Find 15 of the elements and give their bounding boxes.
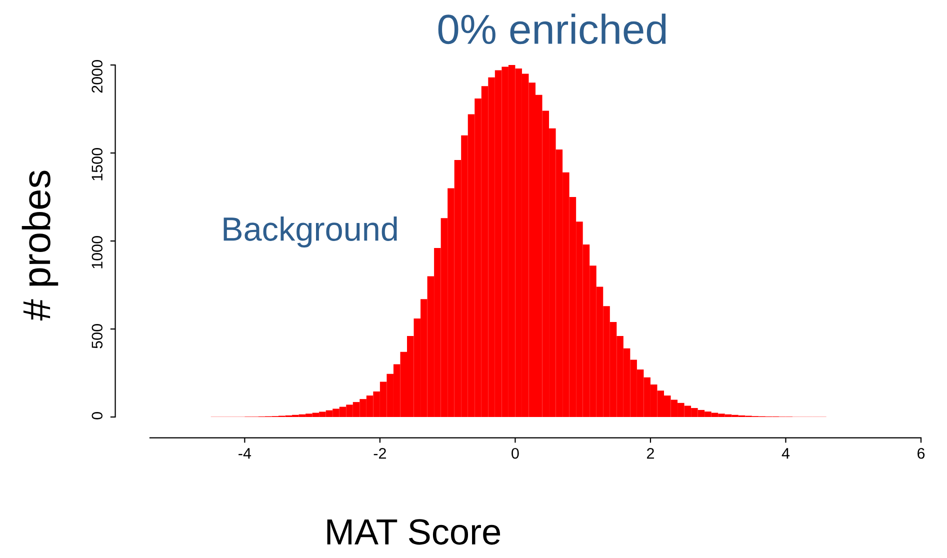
y-tick-label: 500: [92, 324, 103, 348]
x-tick-label: -4: [238, 448, 252, 459]
x-tick-label: 2: [646, 448, 654, 459]
y-axis-title: # probes: [22, 170, 58, 320]
y-tick-label: 0: [92, 412, 103, 420]
x-tick-label: 0: [512, 448, 519, 459]
y-tick-label: 1500: [92, 148, 103, 180]
y-tick-label: 1000: [92, 236, 103, 268]
y-tick-label: 2000: [92, 60, 103, 93]
x-tick-label: -2: [374, 448, 386, 459]
x-tick-label: 6: [918, 448, 925, 459]
chart-title: 0% enriched: [438, 14, 666, 44]
x-axis-title: MAT Score: [327, 519, 500, 545]
annotation: Background: [224, 216, 397, 248]
x-tick-label: 4: [782, 448, 790, 459]
